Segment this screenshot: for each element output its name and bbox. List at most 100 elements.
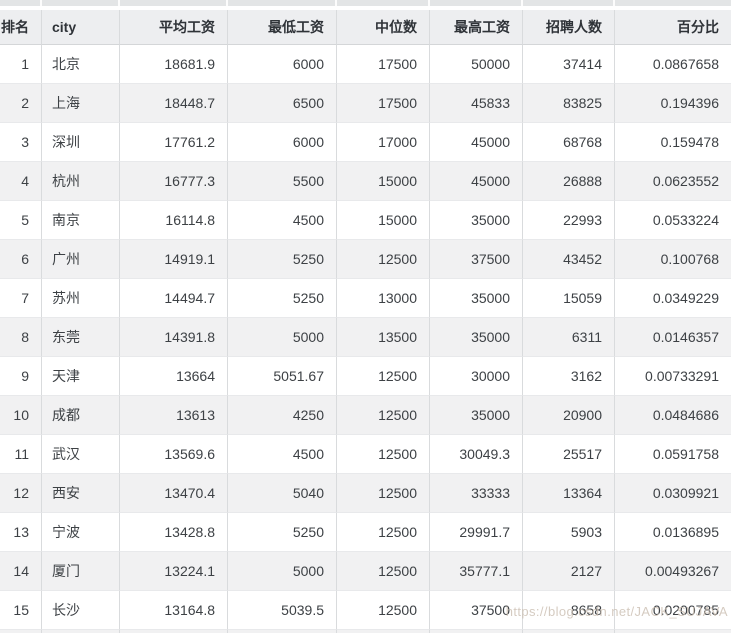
cell-avg_salary: 18681.9 (120, 45, 228, 84)
cell-avg_salary: 13470.4 (120, 474, 228, 513)
cell-min_salary: 5040 (228, 474, 337, 513)
table-row: 2 上海 18448.7 6500 17500 45833 83825 0.194396 (0, 84, 731, 123)
cell-avg_salary: 13613 (120, 396, 228, 435)
cell-avg_salary: 13428.8 (120, 513, 228, 552)
cell-openings: 15059 (523, 279, 615, 318)
cell-max_salary: 45833 (430, 84, 523, 123)
cell-max_salary: 35000 (430, 201, 523, 240)
cell-median: 17000 (337, 123, 430, 162)
cell-min_salary: 5039.5 (228, 591, 337, 630)
cell-openings: 5903 (523, 513, 615, 552)
cell-openings: 2127 (523, 552, 615, 591)
cell-rank: 4 (0, 162, 42, 201)
cell-city: 宁波 (42, 513, 120, 552)
cell-min_salary: 5250 (228, 240, 337, 279)
cell-city: 厦门 (42, 552, 120, 591)
cell-city: 武汉 (42, 435, 120, 474)
table-row: 10 成都 13613 4250 12500 35000 20900 0.0484686 (0, 396, 731, 435)
cell-median: 12500 (337, 591, 430, 630)
cell-median: 12500 (337, 396, 430, 435)
cell-openings: 3162 (523, 357, 615, 396)
cell-max_salary: 45000 (430, 162, 523, 201)
cell-median: 12500 (337, 240, 430, 279)
cell-median: 12500 (337, 435, 430, 474)
cell-rank: 14 (0, 552, 42, 591)
column-header-max_salary: 最高工资 (430, 10, 523, 45)
cell-city: 东莞 (42, 318, 120, 357)
clipped-cell (337, 0, 430, 6)
cell-percentage: 0.0484686 (615, 396, 731, 435)
cell-median: 12500 (337, 513, 430, 552)
cell-rank: 3 (0, 123, 42, 162)
cell-min_salary: 5051.67 (228, 357, 337, 396)
cell-max_salary: 37500 (430, 240, 523, 279)
header-top-gap (0, 6, 731, 10)
clipped-cell (120, 0, 228, 6)
cell-openings: 43452 (523, 240, 615, 279)
cell-rank: 5 (0, 201, 42, 240)
cell-median: 13500 (337, 318, 430, 357)
column-header-avg_salary: 平均工资 (120, 10, 228, 45)
cell-rank: 12 (0, 474, 42, 513)
clipped-cell (430, 0, 523, 6)
table-row: 4 杭州 16777.3 5500 15000 45000 26888 0.0623552 (0, 162, 731, 201)
clipped-cell (523, 630, 615, 633)
cell-avg_salary: 13164.8 (120, 591, 228, 630)
cell-median: 17500 (337, 84, 430, 123)
clipped-cell (615, 630, 731, 633)
cell-avg_salary: 18448.7 (120, 84, 228, 123)
cell-avg_salary: 14919.1 (120, 240, 228, 279)
cell-city: 深圳 (42, 123, 120, 162)
cell-avg_salary: 13664 (120, 357, 228, 396)
cell-min_salary: 5500 (228, 162, 337, 201)
cell-max_salary: 35000 (430, 279, 523, 318)
cell-min_salary: 6000 (228, 45, 337, 84)
cell-rank: 13 (0, 513, 42, 552)
cell-rank: 15 (0, 591, 42, 630)
clipped-cell (120, 630, 228, 633)
clipped-cell (0, 0, 42, 6)
cell-rank: 10 (0, 396, 42, 435)
cell-city: 杭州 (42, 162, 120, 201)
cell-max_salary: 33333 (430, 474, 523, 513)
cell-city: 成都 (42, 396, 120, 435)
table-row: 7 苏州 14494.7 5250 13000 35000 15059 0.0349229 (0, 279, 731, 318)
table-row: 15 长沙 13164.8 5039.5 12500 37500 8658 0.0200785 (0, 591, 731, 630)
table-row: 5 南京 16114.8 4500 15000 35000 22993 0.0533224 (0, 201, 731, 240)
cell-median: 13000 (337, 279, 430, 318)
column-header-openings: 招聘人数 (523, 10, 615, 45)
cell-percentage: 0.0591758 (615, 435, 731, 474)
clipped-cell (42, 0, 120, 6)
cell-max_salary: 35000 (430, 318, 523, 357)
cell-max_salary: 50000 (430, 45, 523, 84)
cell-min_salary: 5000 (228, 318, 337, 357)
cell-percentage: 0.0349229 (615, 279, 731, 318)
cell-median: 12500 (337, 357, 430, 396)
cell-min_salary: 4250 (228, 396, 337, 435)
table-row: 1 北京 18681.9 6000 17500 50000 37414 0.0867658 (0, 45, 731, 84)
cell-rank: 11 (0, 435, 42, 474)
clipped-cell (228, 630, 337, 633)
clipped-cell (42, 630, 120, 633)
cell-max_salary: 30049.3 (430, 435, 523, 474)
cell-openings: 25517 (523, 435, 615, 474)
cell-openings: 6311 (523, 318, 615, 357)
clipped-cell (615, 0, 731, 6)
cell-rank: 9 (0, 357, 42, 396)
cell-avg_salary: 16777.3 (120, 162, 228, 201)
cell-city: 上海 (42, 84, 120, 123)
cell-percentage: 0.0533224 (615, 201, 731, 240)
cell-min_salary: 4500 (228, 201, 337, 240)
cell-percentage: 0.0136895 (615, 513, 731, 552)
cell-city: 长沙 (42, 591, 120, 630)
cell-max_salary: 37500 (430, 591, 523, 630)
table-row: 6 广州 14919.1 5250 12500 37500 43452 0.100768 (0, 240, 731, 279)
cell-max_salary: 35000 (430, 396, 523, 435)
cell-rank: 6 (0, 240, 42, 279)
column-header-min_salary: 最低工资 (228, 10, 337, 45)
cell-city: 北京 (42, 45, 120, 84)
cell-percentage: 0.194396 (615, 84, 731, 123)
cell-avg_salary: 17761.2 (120, 123, 228, 162)
cell-city: 南京 (42, 201, 120, 240)
cell-min_salary: 4500 (228, 435, 337, 474)
